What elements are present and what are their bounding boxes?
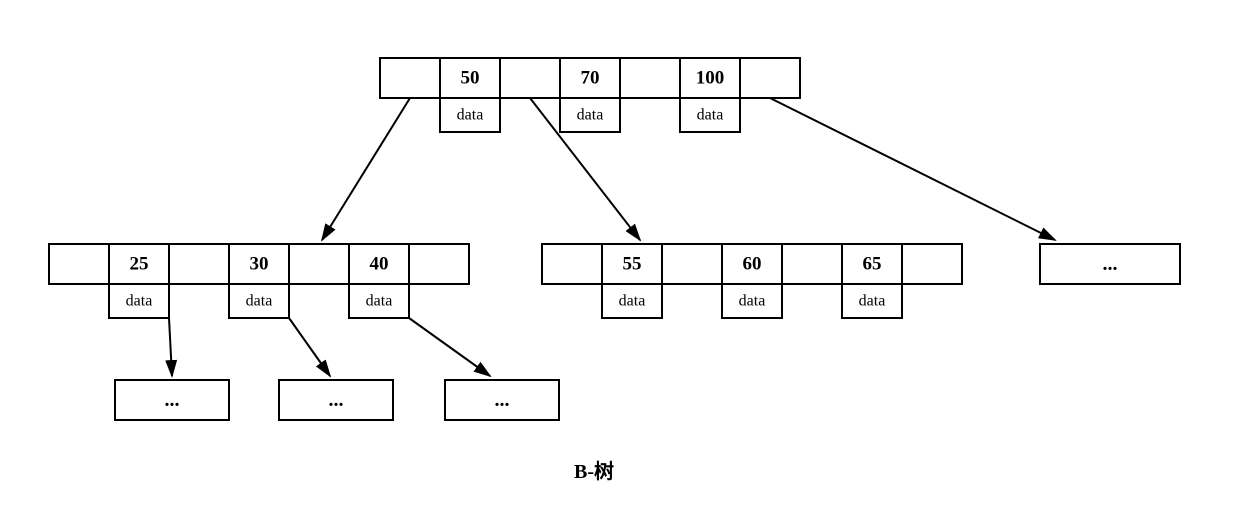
child-node-0-key: 25 — [130, 254, 149, 275]
nodes-layer: 50 70 100 data data data 25 30 40 data data data 55 6… — [49, 58, 1180, 420]
child-node-0-key: 30 — [250, 254, 269, 275]
child-node-1-ptr-cell — [662, 244, 722, 284]
child-node-0-data-label: data — [366, 293, 393, 310]
grandchild-leaf-1-label: ... — [329, 389, 344, 411]
child-node-1: 55 60 65 data data data — [542, 244, 962, 318]
child-node-1-ptr-cell — [782, 244, 842, 284]
diagram-caption: B-树 — [574, 460, 614, 483]
grandchild-leaf-2-label: ... — [495, 389, 510, 411]
child-node-0: 25 30 40 data data data — [49, 244, 469, 318]
child-node-0-ptr-cell — [169, 244, 229, 284]
root-node-key: 70 — [581, 68, 600, 89]
root-node-key: 100 — [696, 68, 725, 89]
child-node-1-key: 60 — [743, 254, 762, 275]
child-node-1-data-label: data — [619, 293, 646, 310]
child-node-1-ptr-cell — [902, 244, 962, 284]
child-node-0-ptr-cell — [49, 244, 109, 284]
grandchild-leaf-0-label: ... — [165, 389, 180, 411]
root-node-key: 50 — [461, 68, 480, 89]
child-node-0-data-label: data — [246, 293, 273, 310]
root-node-data-label: data — [577, 107, 604, 124]
edge-arrow-4 — [289, 318, 330, 376]
edge-arrow-2 — [770, 98, 1055, 240]
edge-arrow-5 — [409, 318, 490, 376]
root-node: 50 70 100 data data data — [380, 58, 800, 132]
root-node-data-label: data — [697, 107, 724, 124]
root-node-ptr-cell — [380, 58, 440, 98]
edge-arrow-0 — [322, 98, 410, 240]
child-leaf-2: ... — [1040, 244, 1180, 284]
child-node-0-data-label: data — [126, 293, 153, 310]
root-node-ptr-cell — [620, 58, 680, 98]
arrows-layer — [169, 98, 1055, 376]
child-node-1-key: 65 — [863, 254, 882, 275]
child-node-0-ptr-cell — [289, 244, 349, 284]
grandchild-leaf-2: ... — [445, 380, 559, 420]
child-leaf-2-label: ... — [1103, 253, 1118, 275]
child-node-0-ptr-cell — [409, 244, 469, 284]
root-node-ptr-cell — [500, 58, 560, 98]
child-node-1-data-label: data — [859, 293, 886, 310]
child-node-1-data-label: data — [739, 293, 766, 310]
grandchild-leaf-0: ... — [115, 380, 229, 420]
child-node-1-key: 55 — [623, 254, 642, 275]
btree-diagram: 50 70 100 data data data 25 30 40 data data data 55 6… — [0, 0, 1238, 506]
root-node-ptr-cell — [740, 58, 800, 98]
root-node-data-label: data — [457, 107, 484, 124]
child-node-1-ptr-cell — [542, 244, 602, 284]
child-node-0-key: 40 — [370, 254, 389, 275]
grandchild-leaf-1: ... — [279, 380, 393, 420]
edge-arrow-3 — [169, 318, 172, 376]
